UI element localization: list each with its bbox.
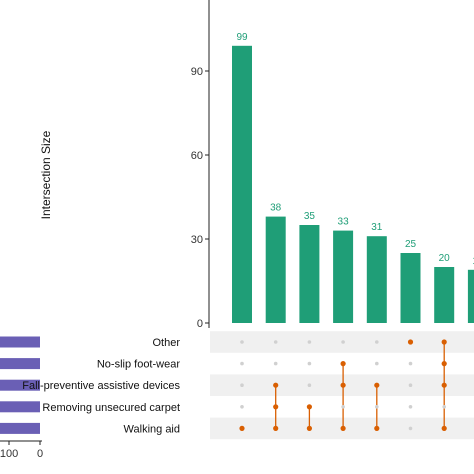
matrix-dot-active [374, 425, 380, 431]
set-label: No-slip foot-wear [97, 359, 180, 371]
set-label: Other [152, 337, 180, 349]
intersection-matrix-panel [210, 331, 474, 440]
y-tick-label: 0 [197, 318, 203, 330]
set-label: Fall-preventive assistive devices [22, 380, 180, 392]
intersection-bar [400, 253, 421, 323]
bar-value-label: 25 [405, 239, 417, 250]
matrix-dot-active [340, 382, 346, 388]
intersection-bar [366, 236, 387, 323]
matrix-dot-active [407, 339, 414, 345]
matrix-dot-inactive [375, 405, 379, 409]
matrix-dot-active [374, 382, 380, 388]
intersection-bar [333, 230, 354, 323]
matrix-dot-active [306, 404, 312, 410]
matrix-dot-inactive [341, 405, 345, 409]
matrix-dot-inactive [307, 340, 312, 344]
set-size-panel: Other No-slip foot-wear Fall-preventive as… [0, 336, 180, 460]
bar-value-label: 35 [304, 211, 316, 222]
set-size-bar [0, 401, 40, 413]
intersection-bar [265, 216, 286, 323]
set-label: Walking aid [124, 423, 180, 435]
set-label: Removing unsecured carpet [42, 402, 180, 414]
bar-value-label: 33 [338, 217, 350, 228]
matrix-dot-inactive [240, 383, 244, 388]
matrix-dot-active [306, 425, 312, 431]
matrix-dot-active [239, 425, 245, 431]
matrix-dot-inactive [408, 426, 413, 431]
set-size-tick-label: 100 [0, 448, 18, 460]
set-size-bar [0, 379, 40, 391]
bar-value-label: 19 [472, 256, 474, 267]
matrix-dot-active [340, 425, 346, 431]
matrix-dot-active [273, 425, 279, 431]
matrix-dot-active [441, 425, 447, 431]
matrix-dot-active [340, 361, 346, 367]
intersection-bar [434, 267, 455, 323]
matrix-dot-inactive [273, 361, 278, 366]
set-size-tick-label: 0 [37, 448, 43, 460]
intersection-bars-panel: 0 30 60 90 99 38 35 33 31 25 20 19 [191, 0, 474, 330]
matrix-dot-inactive [307, 361, 312, 366]
matrix-dot-inactive [341, 340, 345, 344]
intersection-bar [232, 45, 252, 324]
matrix-dot-active [441, 339, 447, 345]
bar-value-label: 20 [439, 253, 451, 264]
set-size-bar [0, 422, 40, 434]
matrix-dot-inactive [240, 361, 244, 366]
y-axis-label: Intersection Size [39, 130, 53, 219]
matrix-dot-active [273, 404, 279, 410]
y-tick-label: 60 [191, 150, 203, 162]
matrix-dot-inactive [240, 405, 244, 409]
intersection-bar [467, 269, 474, 323]
matrix-dot-active [441, 361, 447, 367]
set-size-bar [0, 358, 40, 370]
bar-value-label: 38 [270, 203, 282, 214]
matrix-dot-inactive [442, 405, 447, 409]
matrix-dot-inactive [408, 383, 413, 388]
matrix-dot-inactive [375, 361, 379, 366]
matrix-dot-active [273, 382, 279, 388]
matrix-dot-inactive [307, 383, 312, 388]
matrix-dot-active [441, 382, 447, 388]
bar-value-label: 99 [236, 32, 248, 43]
matrix-dot-inactive [408, 405, 413, 409]
matrix-dot-inactive [408, 361, 413, 366]
y-tick-label: 30 [191, 234, 203, 246]
bar-value-label: 31 [371, 222, 383, 233]
matrix-dot-inactive [240, 340, 244, 344]
intersection-bar [299, 225, 320, 323]
matrix-dot-inactive [375, 340, 379, 344]
matrix-dot-inactive [273, 340, 278, 344]
set-size-bar [0, 336, 40, 348]
y-tick-label: 90 [191, 66, 203, 78]
